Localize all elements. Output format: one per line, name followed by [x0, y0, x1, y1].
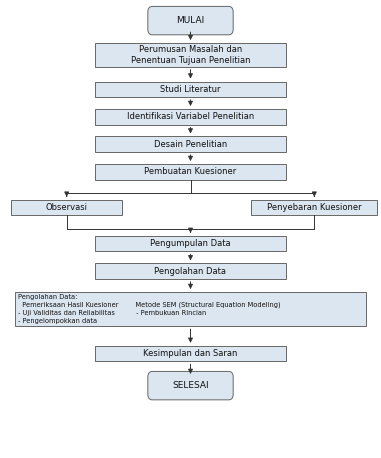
Text: Pengolahan Data:
  Pemeriksaan Hasil Kuesioner        Metode SEM (Structural Equ: Pengolahan Data: Pemeriksaan Hasil Kuesi…: [18, 294, 281, 324]
Text: Identifikasi Variabel Penelitian: Identifikasi Variabel Penelitian: [127, 112, 254, 121]
Text: Pengolahan Data: Pengolahan Data: [155, 267, 226, 276]
FancyBboxPatch shape: [95, 109, 286, 125]
FancyBboxPatch shape: [148, 6, 233, 35]
FancyBboxPatch shape: [95, 82, 286, 97]
FancyBboxPatch shape: [15, 292, 366, 326]
FancyBboxPatch shape: [95, 43, 286, 67]
Text: Penyebaran Kuesioner: Penyebaran Kuesioner: [267, 203, 362, 212]
FancyBboxPatch shape: [95, 346, 286, 361]
FancyBboxPatch shape: [95, 164, 286, 180]
Text: Pengumpulan Data: Pengumpulan Data: [150, 239, 231, 248]
Text: MULAI: MULAI: [176, 16, 205, 25]
FancyBboxPatch shape: [11, 200, 122, 215]
Text: Pembuatan Kuesioner: Pembuatan Kuesioner: [144, 167, 237, 176]
Text: SELESAI: SELESAI: [172, 381, 209, 390]
FancyBboxPatch shape: [148, 371, 233, 400]
FancyBboxPatch shape: [95, 263, 286, 279]
FancyBboxPatch shape: [95, 136, 286, 152]
FancyBboxPatch shape: [95, 236, 286, 251]
Text: Perumusan Masalah dan
Penentuan Tujuan Penelitian: Perumusan Masalah dan Penentuan Tujuan P…: [131, 45, 250, 65]
Text: Kesimpulan dan Saran: Kesimpulan dan Saran: [143, 349, 238, 358]
Text: Studi Literatur: Studi Literatur: [160, 85, 221, 94]
Text: Observasi: Observasi: [46, 203, 88, 212]
FancyBboxPatch shape: [251, 200, 377, 215]
Text: Desain Penelitian: Desain Penelitian: [154, 140, 227, 149]
